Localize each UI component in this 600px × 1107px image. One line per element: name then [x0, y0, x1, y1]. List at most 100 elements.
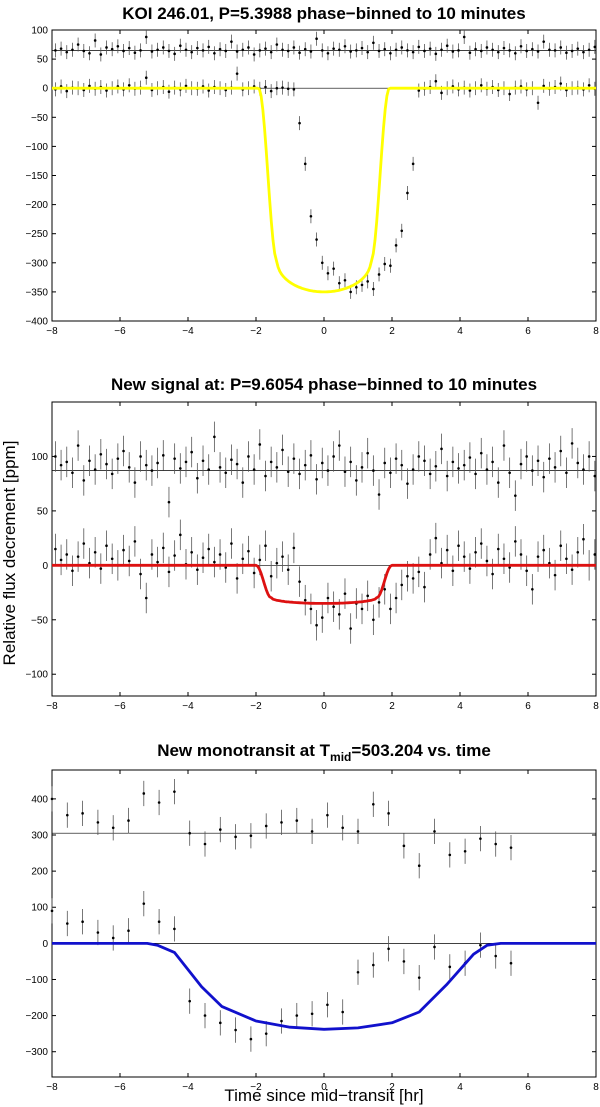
- panel-2-upper-point: [355, 479, 358, 482]
- panel-1-upper-point: [366, 50, 369, 54]
- panel-3: New monotransit at Tmid=503.204 vs. time…: [25, 741, 599, 1093]
- panel-2-lower-point: [150, 553, 154, 556]
- panel-1-upper-point: [258, 49, 262, 52]
- panel-1-lower-point: [383, 262, 387, 266]
- panel-1-upper-point: [156, 48, 159, 52]
- panel-2-lower-point: [445, 548, 449, 552]
- panel-2-lower-point: [343, 592, 347, 595]
- panel-2-lower-point: [179, 533, 182, 537]
- panel-3-upper-point: [50, 797, 54, 801]
- panel-2-lower-point: [190, 550, 193, 554]
- panel-2-lower-point: [525, 569, 528, 573]
- panel-3-ytick-label: 300: [31, 831, 48, 842]
- panel-1-upper-point: [474, 47, 477, 51]
- panel-3-xtick-label: 6: [525, 1082, 531, 1093]
- panel-2-lower-point: [201, 556, 205, 560]
- panel-1-upper-point: [99, 53, 103, 56]
- panel-2-upper-point: [587, 455, 591, 458]
- y-axis-title: Relative flux decrement [ppm]: [0, 441, 19, 666]
- panel-1-ytick-label: −350: [25, 287, 48, 298]
- panel-1-upper-point: [360, 46, 364, 50]
- panel-1-lower-point: [468, 89, 472, 92]
- panel-2-lower-point: [320, 616, 324, 619]
- panel-3-lower-point: [142, 902, 146, 905]
- panel-2-lower-point: [519, 553, 523, 556]
- panel-3-xtick-label: −2: [250, 1082, 262, 1093]
- panel-1-lower-point: [587, 83, 591, 87]
- panel-2-lower-point: [275, 561, 279, 565]
- panel-2-lower-point: [65, 553, 69, 556]
- panel-2-upper-point: [122, 449, 125, 453]
- panel-1-upper-point: [213, 51, 216, 55]
- panel-1-lower-point: [536, 101, 540, 105]
- panel-2-upper-point: [82, 479, 86, 482]
- panel-1-upper-point: [105, 46, 108, 49]
- panel-1-upper-point: [184, 48, 188, 52]
- panel-1-upper-point: [406, 49, 409, 52]
- panel-2-lower-point: [207, 547, 211, 551]
- panel-2-lower-point: [235, 577, 239, 580]
- panel-1-upper-point: [54, 49, 57, 52]
- panel-3-upper-point: [463, 849, 467, 853]
- panel-2-lower-point: [252, 571, 256, 575]
- panel-1-upper-point: [457, 49, 460, 52]
- panel-2-upper-point: [582, 468, 585, 471]
- panel-2-lower-point: [531, 587, 534, 591]
- panel-1-upper-point: [559, 46, 563, 49]
- panel-1-xtick-label: 8: [593, 326, 599, 337]
- panel-2-lower-point: [485, 559, 489, 563]
- panel-1-upper-point: [479, 49, 483, 53]
- panel-1-upper-point: [468, 51, 472, 54]
- x-axis-title: Time since mid−transit [hr]: [224, 1086, 423, 1105]
- panel-2-upper-point: [383, 461, 387, 465]
- panel-2-upper-point: [275, 466, 279, 469]
- panel-1-lower-point: [394, 244, 398, 247]
- panel-1-upper-point: [264, 47, 267, 50]
- panel-1-ytick-label: −50: [31, 113, 48, 124]
- panel-1-upper-point: [343, 44, 347, 48]
- panel-2-lower-point: [269, 574, 273, 578]
- panel-2-upper-point: [320, 461, 324, 465]
- panel-2-lower-point: [479, 542, 483, 545]
- panel-3-lower-point: [188, 999, 191, 1003]
- panel-2-upper-point: [440, 447, 443, 451]
- panel-1-lower-point: [343, 278, 347, 282]
- panel-2-lower-point: [139, 572, 142, 576]
- panel-1-upper-point: [542, 40, 546, 43]
- panel-2-upper-point: [508, 471, 511, 475]
- panel-3-lower-point: [81, 920, 84, 923]
- panel-1-lower-point: [65, 89, 69, 93]
- panel-2-upper-point: [303, 463, 307, 467]
- panel-3-lower-point: [433, 945, 436, 949]
- panel-3-lower-point: [417, 976, 421, 979]
- panel-3-upper-point: [494, 842, 498, 846]
- panel-1-lower-point: [275, 86, 279, 90]
- panel-2-lower-point: [326, 596, 330, 600]
- panel-3-lower-point: [402, 960, 406, 963]
- panel-2-lower-point: [514, 540, 517, 543]
- panel-2-plot-area: [51, 401, 597, 697]
- panel-1-upper-point: [190, 50, 193, 54]
- panel-1-upper-point: [553, 49, 557, 52]
- panel-2-xtick-label: −2: [250, 701, 262, 712]
- panel-2-title: New signal at: P=9.6054 phase−binned to …: [111, 375, 537, 394]
- panel-2-upper-point: [519, 462, 523, 466]
- panel-1-upper-point: [389, 51, 392, 55]
- panel-1-upper-point: [275, 43, 279, 46]
- panel-3-lower-point: [509, 961, 513, 965]
- panel-3-upper-point: [157, 801, 161, 804]
- panel-3-ytick-label: 200: [31, 867, 48, 878]
- panel-1-upper-point: [320, 49, 324, 52]
- panel-2-upper-point: [167, 500, 171, 504]
- panel-1-upper-point: [201, 49, 205, 52]
- panel-3-upper-point: [127, 819, 130, 822]
- panel-3-lower-point: [448, 965, 452, 969]
- panel-2-lower-point: [372, 618, 375, 622]
- panel-1-upper-point: [230, 40, 233, 43]
- panel-2-upper-point: [144, 463, 148, 467]
- panel-1-lower-point: [298, 121, 301, 125]
- panel-2-upper-point: [372, 469, 375, 472]
- panel-3-title: New monotransit at Tmid=503.204 vs. time: [157, 741, 491, 764]
- panel-1-lower-point: [235, 72, 239, 75]
- panel-1-upper-point: [394, 48, 398, 52]
